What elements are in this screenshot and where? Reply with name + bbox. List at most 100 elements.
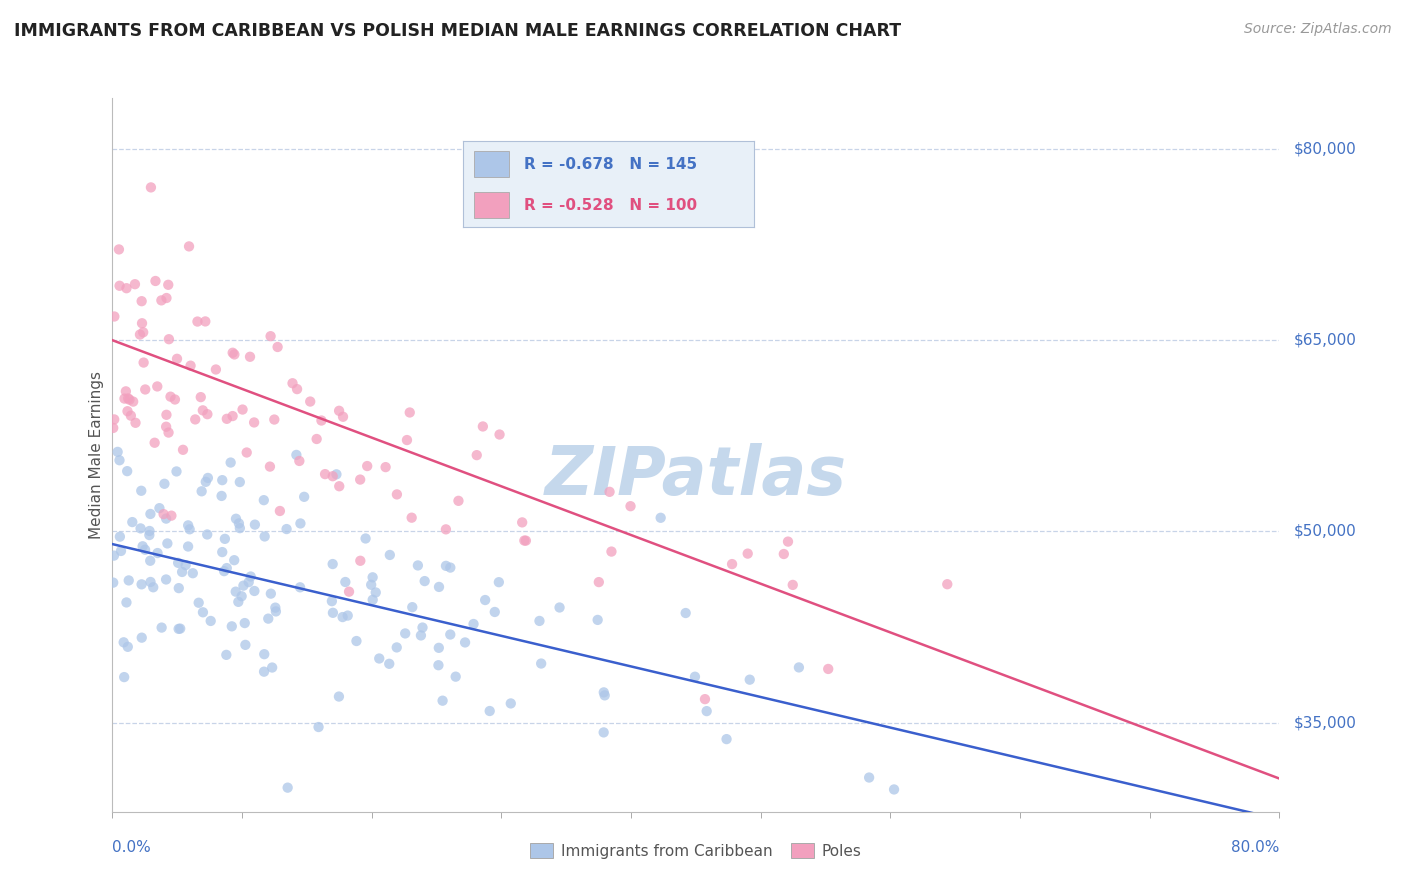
Point — [219, 456, 242, 470]
Point — [406, 558, 429, 573]
Point — [142, 580, 165, 594]
Point — [238, 575, 260, 590]
Point — [124, 416, 146, 430]
Point — [179, 522, 201, 536]
Text: $35,000: $35,000 — [1294, 715, 1357, 730]
Point — [349, 554, 371, 568]
Point — [221, 409, 243, 423]
Point — [108, 530, 131, 544]
Point — [117, 404, 139, 418]
Point — [349, 473, 371, 487]
Point — [292, 490, 315, 504]
Point — [696, 704, 718, 718]
Point — [243, 584, 266, 599]
Point — [215, 412, 238, 426]
Point — [186, 314, 208, 328]
Point — [103, 421, 125, 435]
Point — [299, 394, 322, 409]
Point — [328, 404, 350, 418]
Point — [322, 557, 344, 571]
Point — [163, 392, 186, 407]
Text: $65,000: $65,000 — [1294, 333, 1357, 348]
Point — [721, 557, 744, 571]
Point — [434, 522, 457, 536]
Point — [253, 529, 276, 543]
Point — [194, 475, 217, 489]
Point — [167, 622, 190, 636]
Point — [103, 549, 125, 563]
Y-axis label: Median Male Earnings: Median Male Earnings — [89, 371, 104, 539]
Point — [738, 673, 761, 687]
Point — [586, 613, 609, 627]
Point — [276, 522, 298, 536]
Point — [115, 595, 138, 609]
Point — [112, 635, 135, 649]
Point — [117, 392, 139, 406]
Point — [263, 412, 285, 426]
Point — [772, 547, 794, 561]
Point — [157, 332, 180, 346]
Point — [229, 475, 252, 489]
Point — [177, 540, 200, 554]
Point — [115, 464, 138, 478]
Text: $80,000: $80,000 — [1294, 142, 1357, 157]
Point — [184, 412, 207, 426]
Point — [139, 574, 162, 589]
Point — [221, 619, 243, 633]
Point — [269, 504, 291, 518]
Point — [588, 575, 610, 590]
Point — [378, 548, 401, 562]
Point — [465, 448, 488, 462]
Point — [288, 454, 311, 468]
Point — [231, 589, 253, 603]
Point — [335, 574, 357, 589]
Point — [314, 467, 336, 482]
Point — [260, 587, 283, 601]
Point — [211, 473, 233, 487]
Point — [114, 392, 136, 406]
Point — [156, 536, 179, 550]
Point — [328, 479, 350, 493]
Point — [120, 409, 142, 423]
Point — [150, 621, 173, 635]
Point — [513, 533, 536, 548]
Point — [155, 573, 177, 587]
Point — [259, 459, 281, 474]
Point — [139, 180, 162, 194]
Point — [233, 616, 256, 631]
Point — [131, 631, 153, 645]
Point — [484, 605, 506, 619]
Point — [229, 521, 252, 535]
Point — [409, 628, 432, 642]
Point — [361, 570, 384, 584]
Point — [177, 239, 200, 253]
Point — [108, 243, 131, 257]
Point — [132, 355, 155, 369]
Point — [155, 419, 177, 434]
Point — [262, 660, 284, 674]
Point — [211, 545, 233, 559]
Point — [374, 460, 396, 475]
Point — [191, 605, 214, 619]
Point — [139, 507, 162, 521]
Point — [108, 278, 131, 293]
Point — [235, 638, 257, 652]
Point — [936, 577, 959, 591]
Text: Source: ZipAtlas.com: Source: ZipAtlas.com — [1244, 22, 1392, 37]
Text: $50,000: $50,000 — [1294, 524, 1357, 539]
Point — [259, 329, 281, 343]
Point — [131, 316, 153, 330]
Point — [427, 658, 450, 673]
Point — [285, 382, 308, 396]
Point — [285, 448, 308, 462]
Point — [134, 383, 156, 397]
Point — [121, 515, 143, 529]
Point — [592, 725, 614, 739]
Point — [401, 510, 423, 524]
Point — [599, 484, 621, 499]
Point — [243, 517, 266, 532]
Point — [321, 594, 343, 608]
Point — [281, 376, 304, 391]
Point — [593, 689, 616, 703]
Point — [117, 640, 139, 654]
